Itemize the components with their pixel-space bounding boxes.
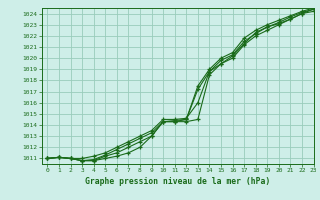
X-axis label: Graphe pression niveau de la mer (hPa): Graphe pression niveau de la mer (hPa) xyxy=(85,177,270,186)
